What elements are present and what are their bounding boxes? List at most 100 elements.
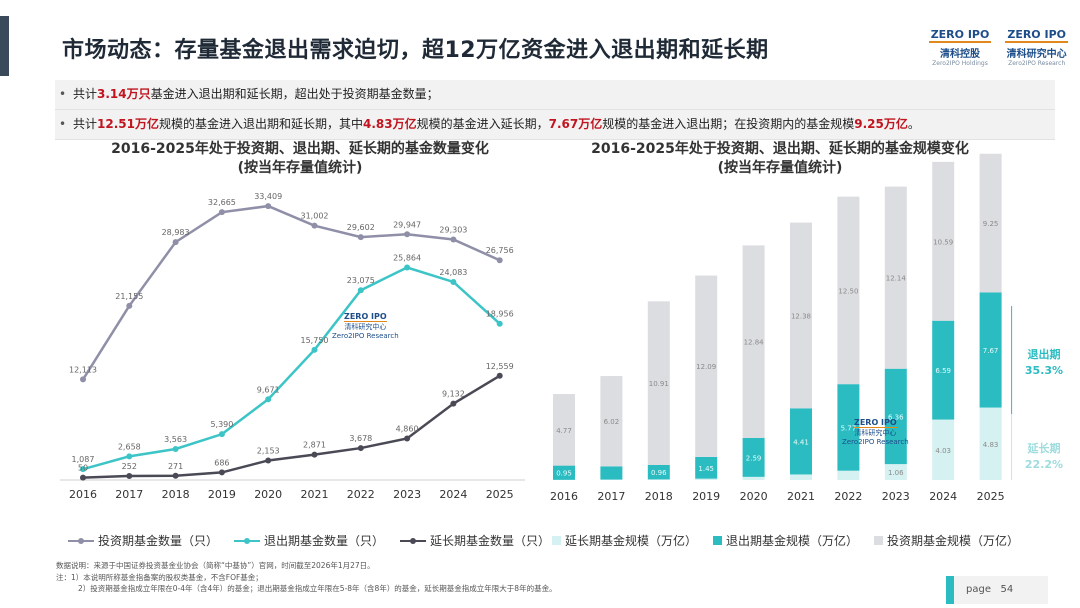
bar-value-label: 7.67 — [983, 347, 999, 355]
page-number: page 54 — [954, 576, 1048, 604]
data-label: 29,303 — [439, 226, 467, 235]
data-point — [496, 320, 503, 327]
data-point — [172, 239, 179, 246]
line-chart-title: 2016-2025年处于投资期、退出期、延长期的基金数量变化 (按当年存量值统计) — [111, 141, 489, 176]
data-point — [404, 264, 411, 271]
logo-research: ZERO IPO 清科研究中心 Zero2IPO Research — [1005, 28, 1068, 67]
data-point — [126, 453, 133, 460]
logo-cn: 清科控股 — [940, 49, 981, 60]
x-tick-label: 2017 — [115, 488, 143, 501]
bar-segment — [742, 245, 765, 438]
bar-segment — [837, 470, 860, 480]
annotation-value: 35.3% — [1025, 364, 1063, 377]
data-label: 686 — [214, 458, 229, 467]
data-point — [404, 231, 411, 238]
bar-value-label: 1.06 — [888, 469, 904, 477]
x-tick-label: 2017 — [597, 490, 625, 503]
data-label: 9,671 — [257, 385, 280, 394]
data-point — [404, 435, 411, 442]
bar-segment — [695, 275, 718, 457]
data-point — [357, 234, 364, 241]
bar-value-label: 4.77 — [556, 427, 572, 435]
bar-segment — [790, 474, 812, 480]
bar-value-label: 4.83 — [983, 441, 999, 449]
x-tick-label: 2019 — [208, 488, 236, 501]
bar-value-label: 12.09 — [696, 363, 716, 371]
data-label: 3,678 — [349, 434, 372, 443]
data-point — [450, 400, 457, 407]
x-tick-label: 2025 — [486, 488, 514, 501]
bar-value-label: 6.02 — [604, 418, 620, 426]
bar-legend: 延长期基金规模（万亿） 退出期基金规模（万亿） 投资期基金规模（万亿） — [552, 532, 1019, 549]
data-label: 23,075 — [347, 276, 375, 285]
data-point — [311, 222, 318, 229]
x-tick-label: 2018 — [645, 490, 673, 503]
data-point — [357, 445, 364, 452]
x-tick-label: 2022 — [834, 490, 862, 503]
data-point — [265, 396, 272, 403]
bar-segment — [884, 464, 907, 480]
bar-segment — [932, 161, 955, 321]
bar-segment — [600, 376, 623, 467]
data-label: 18,956 — [486, 310, 514, 319]
x-tick-label: 2020 — [740, 490, 768, 503]
logo-holdings: ZERO IPO 清科控股 Zero2IPO Holdings — [928, 28, 992, 67]
bar-value-label: 4.41 — [793, 438, 809, 446]
bar-value-label: 4.03 — [935, 447, 951, 455]
bullet-item: 共计12.51万亿规模的基金进入退出期和延长期，其中4.83万亿规模的基金进入延… — [55, 110, 1055, 140]
bar-segment — [837, 196, 860, 385]
bullet-item: 共计3.14万只基金进入退出期和延长期，超出处于投资期基金数量； — [55, 80, 1055, 110]
page-accent — [946, 576, 954, 604]
bar-value-label: 1.45 — [698, 465, 714, 473]
series-line — [82, 266, 501, 471]
data-label: 28,983 — [162, 228, 190, 237]
data-label: 15,750 — [301, 336, 329, 345]
x-tick-label: 2024 — [929, 490, 957, 503]
data-point — [496, 257, 503, 264]
data-point — [172, 446, 179, 453]
x-tick-label: 2021 — [787, 490, 815, 503]
data-label: 26,756 — [486, 246, 514, 255]
bar-segment — [553, 394, 575, 466]
data-label: 2,658 — [118, 442, 141, 451]
bar-segment — [742, 476, 765, 480]
accent-bar — [0, 16, 9, 76]
data-label: 29,602 — [347, 223, 375, 232]
data-label: 12,113 — [69, 365, 97, 374]
watermark-logo: ZERO IPO 清科研究中心 Zero2IPO Research — [332, 312, 399, 340]
data-point — [172, 472, 179, 479]
data-point — [311, 451, 318, 458]
bar-value-label: 6.59 — [935, 367, 951, 375]
data-label: 24,083 — [439, 268, 467, 277]
bar-segment — [932, 320, 955, 420]
x-tick-label: 2024 — [439, 488, 467, 501]
watermark-logo: ZERO IPO 清科研究中心 Zero2IPO Research — [842, 418, 909, 446]
data-label: 3,563 — [164, 435, 187, 444]
bar-value-label: 12.38 — [791, 312, 811, 320]
annotation-label: 延长期 — [1027, 441, 1061, 455]
legend-item: 退出期基金数量（只） — [234, 532, 384, 549]
logos: ZERO IPO 清科控股 Zero2IPO Holdings ZERO IPO… — [928, 28, 1068, 67]
bar-segment — [790, 408, 812, 475]
bar-value-label: 2.59 — [746, 454, 762, 462]
bar-segment — [884, 186, 907, 369]
x-tick-label: 2022 — [347, 488, 375, 501]
legend-item: 延长期基金数量（只） — [400, 532, 550, 549]
logo-en: Zero2IPO Holdings — [932, 60, 988, 67]
legend-item: 投资期基金规模（万亿） — [874, 532, 1019, 549]
footnotes: 数据说明：来源于中国证券投资基金业协会（简称“中基协”）官网，时间截至2026年… — [56, 561, 557, 593]
legend-item: 延长期基金规模（万亿） — [552, 532, 697, 549]
data-point — [80, 466, 86, 473]
bar-value-label: 12.50 — [838, 287, 858, 295]
bar-segment — [790, 222, 812, 409]
bar-value-label: 10.59 — [933, 238, 953, 246]
bar-segment — [600, 466, 623, 480]
logo-mark: ZERO IPO — [928, 28, 992, 43]
bar-segment — [647, 465, 670, 480]
line-legend: 投资期基金数量（只） 退出期基金数量（只） 延长期基金数量（只） — [68, 532, 550, 549]
data-label: 32,665 — [208, 198, 236, 207]
data-point — [218, 431, 225, 438]
x-tick-label: 2021 — [301, 488, 329, 501]
logo-en: Zero2IPO Research — [1008, 60, 1066, 67]
data-label: 9,132 — [442, 390, 465, 399]
